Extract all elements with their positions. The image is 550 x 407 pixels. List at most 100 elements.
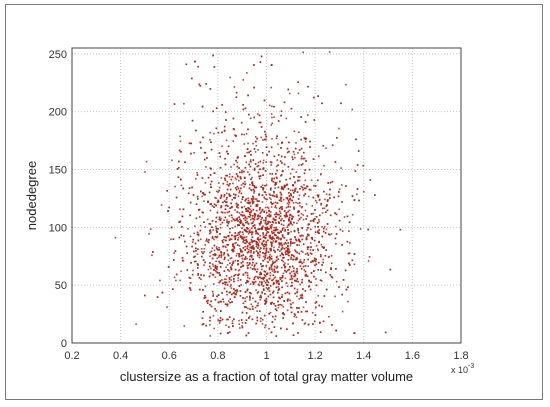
data-point — [260, 55, 263, 58]
data-point — [297, 179, 299, 182]
data-point — [322, 261, 324, 264]
data-point — [262, 159, 265, 162]
data-point — [245, 306, 247, 309]
data-point — [274, 206, 276, 208]
data-point — [235, 91, 238, 94]
data-point — [246, 245, 249, 248]
data-point — [202, 192, 205, 195]
data-point — [224, 179, 227, 181]
data-point — [244, 199, 246, 202]
data-point — [234, 289, 237, 292]
data-point — [235, 293, 237, 296]
data-point — [221, 104, 223, 106]
data-point — [149, 228, 152, 230]
data-point — [261, 281, 263, 284]
data-point — [303, 323, 306, 325]
data-point — [257, 217, 260, 219]
data-point — [294, 188, 296, 191]
data-point — [289, 172, 292, 175]
data-point — [210, 148, 213, 151]
data-point — [264, 206, 267, 209]
data-point — [225, 192, 228, 195]
data-point — [216, 247, 218, 250]
data-point — [281, 247, 284, 249]
data-point — [237, 220, 239, 222]
data-point — [249, 159, 252, 161]
data-point — [286, 300, 289, 302]
data-point — [236, 211, 239, 213]
x-tick-label: 0.6 — [162, 350, 177, 362]
data-point — [197, 248, 199, 250]
data-point — [231, 264, 233, 266]
data-point — [201, 177, 204, 179]
data-point — [263, 239, 265, 242]
data-point — [306, 215, 309, 217]
data-point — [285, 178, 287, 181]
data-point — [305, 187, 307, 189]
data-point — [214, 264, 217, 267]
data-point — [349, 264, 351, 266]
data-point — [271, 105, 273, 108]
data-point — [280, 223, 283, 226]
data-point — [318, 304, 320, 307]
data-point — [278, 246, 280, 248]
data-point — [275, 216, 277, 218]
data-point — [225, 174, 227, 177]
data-point — [212, 229, 214, 231]
data-point — [308, 223, 311, 225]
data-point — [314, 209, 316, 211]
data-point — [195, 247, 197, 250]
data-point — [278, 242, 280, 244]
data-point — [235, 188, 238, 191]
data-point — [295, 187, 297, 190]
data-point — [253, 265, 256, 268]
data-point — [296, 291, 298, 294]
data-point — [246, 274, 249, 277]
data-point — [230, 279, 232, 281]
data-point — [233, 247, 236, 249]
data-point — [255, 250, 258, 252]
data-point — [210, 180, 213, 183]
data-point — [148, 233, 150, 235]
data-point — [220, 255, 223, 257]
data-point — [207, 268, 210, 271]
data-point — [271, 270, 274, 272]
data-point — [265, 228, 267, 230]
data-point — [268, 210, 270, 213]
data-point — [253, 116, 255, 119]
data-point — [299, 294, 302, 297]
data-point — [329, 181, 332, 184]
data-point — [348, 252, 351, 255]
data-point — [231, 220, 233, 222]
data-point — [200, 251, 203, 253]
data-point — [219, 319, 222, 322]
data-point — [194, 60, 196, 63]
data-point — [256, 319, 259, 322]
data-point — [287, 204, 290, 206]
data-point — [256, 200, 259, 202]
data-point — [254, 186, 256, 189]
data-point — [244, 167, 247, 169]
data-point — [224, 245, 226, 248]
data-point — [246, 288, 249, 291]
data-point — [189, 201, 192, 204]
data-point — [294, 236, 296, 239]
data-point — [236, 244, 239, 246]
data-point — [237, 195, 240, 198]
data-point — [338, 219, 341, 222]
data-point — [273, 265, 276, 268]
data-point — [173, 259, 175, 261]
data-point — [219, 332, 222, 335]
data-point — [254, 268, 256, 271]
data-point — [320, 254, 322, 256]
data-point — [225, 236, 227, 239]
data-point — [226, 249, 229, 252]
data-point — [281, 252, 283, 254]
data-point — [280, 219, 282, 222]
data-point — [304, 121, 307, 123]
data-point — [195, 129, 197, 132]
data-point — [267, 207, 270, 210]
data-point — [232, 260, 235, 263]
data-point — [234, 235, 237, 237]
data-point — [266, 154, 268, 156]
